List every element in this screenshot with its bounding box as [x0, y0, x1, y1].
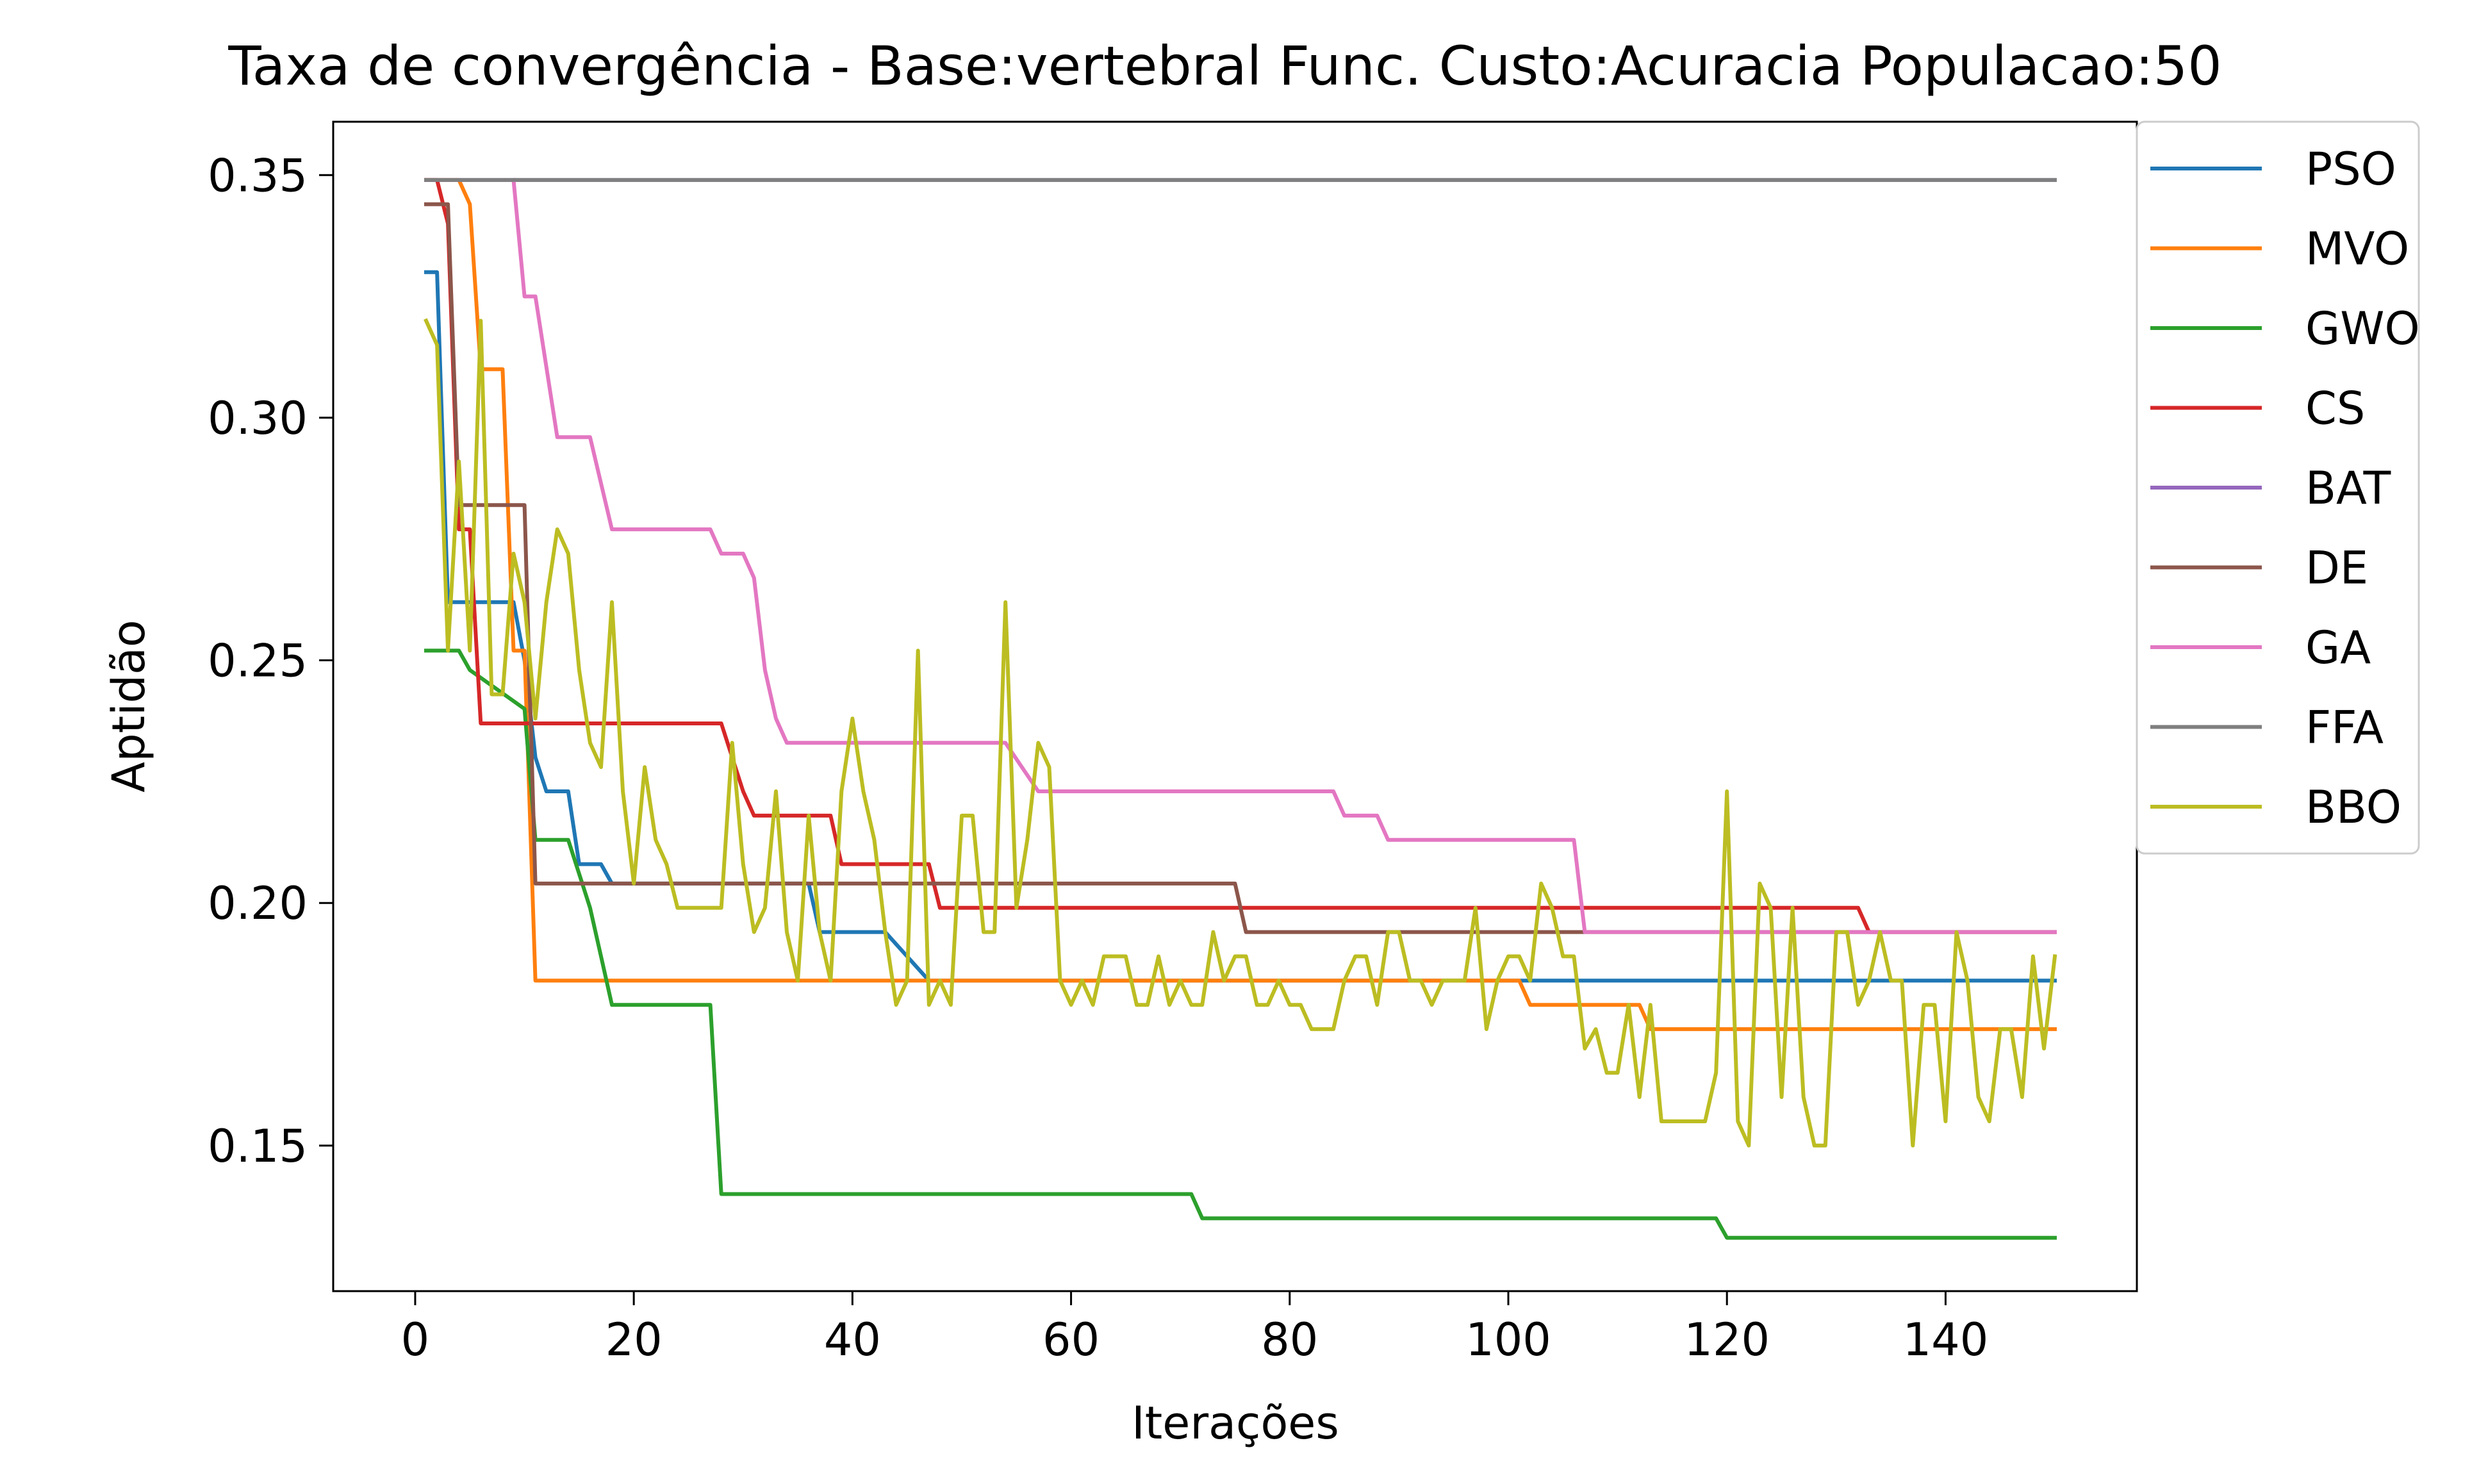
x-axis: 0 20 40 60 80 100 120 140	[401, 1291, 1989, 1366]
y-axis: 0.15 0.20 0.25 0.30 0.35	[208, 149, 333, 1173]
x-tick-label: 0	[401, 1314, 430, 1366]
series-line-mvo	[424, 177, 2057, 1032]
series-line-pso	[424, 270, 2057, 983]
y-tick-label: 0.15	[208, 1120, 308, 1173]
legend-item-bat: BAT	[2150, 462, 2391, 515]
series-line-bbo	[424, 318, 2057, 1148]
legend-label: BBO	[2305, 781, 2401, 834]
legend-frame	[2136, 120, 2420, 855]
legend-label: GWO	[2305, 302, 2420, 355]
y-tick-label: 0.20	[208, 877, 308, 930]
y-tick-label: 0.25	[208, 635, 308, 688]
legend-items: PSO MVO GWO CS BAT DE GA FFA BBO	[2150, 143, 2420, 834]
legend-label: MVO	[2305, 223, 2409, 276]
legend: PSO MVO GWO CS BAT DE GA FFA BBO	[2136, 120, 2420, 855]
x-tick-label: 40	[824, 1314, 881, 1366]
x-axis-label: Iterações	[1132, 1397, 1339, 1449]
legend-label: CS	[2305, 383, 2365, 435]
series-line-de	[424, 202, 2057, 934]
legend-item-gwo: GWO	[2150, 302, 2420, 355]
legend-item-de: DE	[2150, 542, 2368, 595]
x-tick-label: 20	[606, 1314, 663, 1366]
y-axis-label: Aptidão	[103, 620, 155, 792]
series-layer	[424, 177, 2057, 1240]
x-tick-label: 80	[1261, 1314, 1318, 1366]
legend-item-ffa: FFA	[2150, 702, 2384, 754]
series-line-ga	[511, 177, 2057, 934]
y-tick-label: 0.35	[208, 149, 308, 202]
legend-label: GA	[2305, 622, 2371, 674]
x-tick-label: 60	[1042, 1314, 1100, 1366]
legend-label: FFA	[2305, 702, 2384, 754]
series-line-gwo	[424, 648, 2057, 1240]
legend-label: DE	[2305, 542, 2368, 595]
legend-label: PSO	[2305, 143, 2396, 195]
x-tick-label: 120	[1684, 1314, 1770, 1366]
plot-area	[332, 120, 2138, 1292]
legend-item-ga: GA	[2150, 622, 2371, 674]
legend-label: BAT	[2305, 462, 2391, 515]
plot-background	[333, 122, 2137, 1291]
chart-title: Taxa de convergência - Base:vertebral Fu…	[227, 35, 2221, 97]
legend-item-pso: PSO	[2150, 143, 2396, 195]
legend-item-mvo: MVO	[2150, 223, 2409, 276]
legend-item-bbo: BBO	[2150, 781, 2401, 834]
x-tick-label: 100	[1465, 1314, 1551, 1366]
x-tick-label: 140	[1903, 1314, 1989, 1366]
y-tick-label: 0.30	[208, 392, 308, 445]
legend-item-cs: CS	[2150, 383, 2365, 435]
